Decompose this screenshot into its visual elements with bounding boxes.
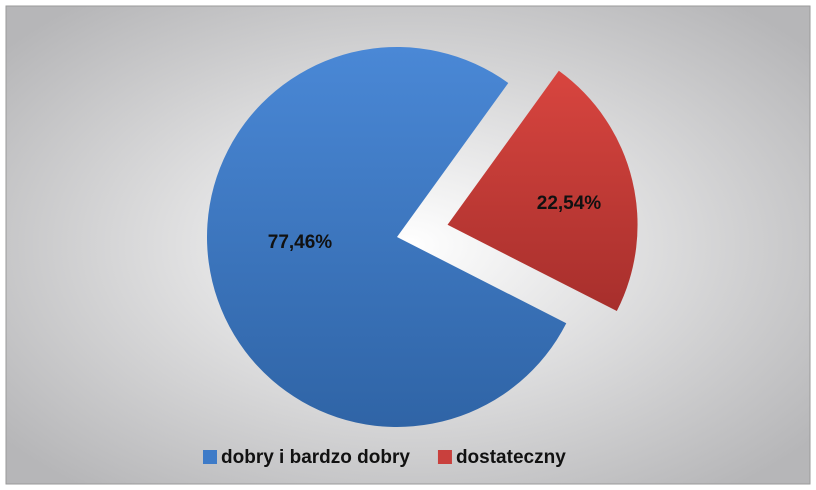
legend-swatch — [437, 450, 452, 464]
data-label: 77,46% — [268, 232, 333, 253]
legend-label: dobry i bardzo dobry — [221, 447, 410, 468]
legend-label: dostateczny — [456, 447, 566, 468]
legend-swatch — [203, 450, 217, 464]
pie-slice — [447, 70, 638, 312]
pie-slice — [207, 47, 567, 428]
data-label: 22,54% — [537, 193, 602, 214]
